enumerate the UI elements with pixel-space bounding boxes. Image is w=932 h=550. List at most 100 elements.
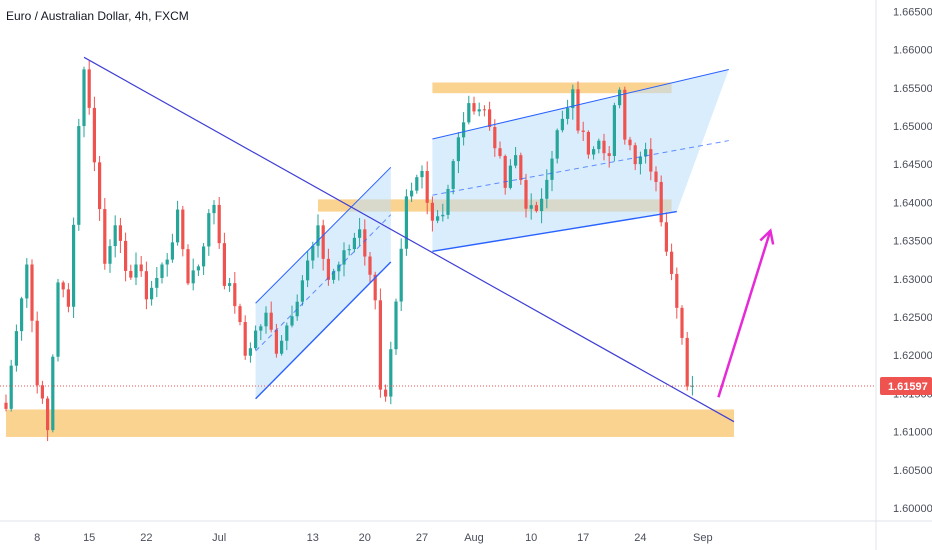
candle-body (108, 246, 112, 264)
candle-body (586, 131, 590, 155)
candle-body (467, 103, 471, 123)
candle-body (186, 249, 190, 284)
x-tick-label: 8 (34, 532, 40, 544)
candle-body (207, 213, 211, 247)
candle-body (160, 264, 164, 278)
candle-body (592, 149, 596, 155)
candle-body (508, 165, 512, 188)
candle-body (259, 326, 263, 331)
candle-body (269, 312, 273, 330)
y-tick-label: 1.64000 (893, 197, 932, 209)
candle-body (638, 156, 642, 165)
candle-body (566, 108, 570, 119)
candle-body (690, 385, 694, 387)
y-tick-label: 1.63500 (893, 236, 932, 248)
candle-body (144, 271, 148, 300)
last-price-badge (880, 377, 932, 396)
candle-body (550, 158, 554, 180)
y-tick-label: 1.62000 (893, 350, 932, 362)
candle-body (332, 271, 336, 280)
candle-body (306, 260, 310, 281)
candle-body (285, 325, 289, 341)
rising-channel-right-lower (432, 210, 677, 253)
rising-channel-left-upper (255, 166, 392, 304)
candle-body (446, 188, 450, 215)
candle-body (46, 398, 50, 431)
x-tick-label: 24 (634, 532, 646, 544)
candle-body (233, 283, 237, 307)
candle-body (92, 107, 96, 163)
y-tick-label: 1.66500 (893, 6, 932, 18)
candle-body (124, 240, 128, 271)
y-tick-label: 1.63000 (893, 274, 932, 286)
candle-body (25, 264, 29, 299)
candle-body (456, 137, 460, 162)
rising-channel-right-fill (432, 69, 729, 252)
candle-body (280, 340, 284, 354)
candle-body (40, 385, 44, 399)
y-tick-label: 1.61000 (893, 427, 932, 439)
candle-body (425, 170, 429, 203)
candle-body (685, 337, 689, 387)
candle-body (170, 242, 174, 260)
candle-body (72, 224, 76, 307)
candle-body (415, 177, 419, 191)
candle-body (597, 140, 601, 150)
candle-body (514, 155, 518, 166)
candle-body (139, 264, 143, 272)
y-tick-label: 1.65500 (893, 83, 932, 95)
candle-body (451, 161, 455, 189)
candle-body (311, 245, 315, 261)
candle-body (659, 181, 663, 223)
descending-trendline (83, 56, 735, 423)
y-tick-label: 1.60000 (893, 503, 932, 515)
candle-body (545, 179, 549, 199)
candle-body (410, 190, 414, 197)
last-price-label: 1.61597 (888, 381, 928, 393)
candle-body (649, 149, 653, 172)
candle-body (228, 283, 232, 286)
candle-body (176, 209, 180, 243)
candle-body (571, 89, 575, 109)
candle-body (155, 277, 159, 288)
candle-body (321, 225, 325, 259)
rising-channel-right-upper (432, 69, 729, 140)
candle-body (555, 130, 559, 159)
support-zone (6, 409, 734, 437)
candle-body (181, 209, 185, 250)
candle-body (675, 273, 679, 308)
candle-body (165, 259, 169, 265)
candle-body (113, 225, 117, 247)
candle-body (254, 330, 258, 349)
candle-body (274, 329, 278, 354)
y-tick-label: 1.62500 (893, 312, 932, 324)
candle-body (436, 216, 440, 221)
candle-body (82, 69, 86, 127)
y-tick-label: 1.60500 (893, 465, 932, 477)
candle-body (243, 322, 247, 356)
candle-body (394, 301, 398, 350)
candle-body (295, 301, 299, 317)
y-tick-label: 1.64500 (893, 159, 932, 171)
candle-body (529, 205, 533, 209)
candle-body (420, 170, 424, 178)
candle-body (118, 225, 122, 241)
candle-body (300, 280, 304, 302)
candle-body (129, 270, 133, 278)
candle-body (498, 148, 502, 157)
candle-body (618, 89, 622, 106)
candle-body (612, 105, 616, 156)
candle-body (540, 198, 544, 212)
chart-title: Euro / Australian Dollar, 4h, FXCM (6, 9, 189, 23)
candle-body (150, 287, 154, 300)
candle-body (633, 145, 637, 165)
candle-body (191, 270, 195, 284)
y-tick-label: 1.65000 (893, 121, 932, 133)
candle-body (664, 222, 668, 252)
candle-body (87, 69, 91, 108)
candle-body (519, 155, 523, 181)
candle-body (316, 225, 320, 246)
candle-body (670, 251, 674, 274)
